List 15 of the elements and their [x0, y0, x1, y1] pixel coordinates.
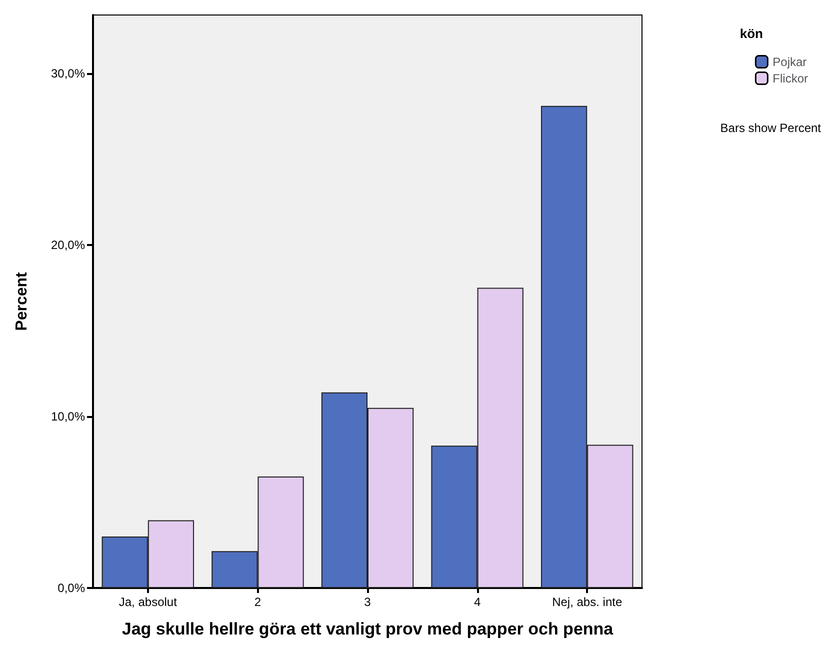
- x-tick-label: 3: [364, 595, 372, 609]
- x-tick-label: Nej, abs. inte: [552, 595, 622, 609]
- y-tick-label: 0,0%: [58, 581, 86, 595]
- text: Bars show Percent: [720, 121, 822, 135]
- y-axis-title: Percent: [14, 271, 30, 331]
- legend-title: kön: [740, 26, 764, 41]
- legend-label: Flickor: [772, 71, 808, 86]
- y-tick-label: 20,0%: [50, 238, 86, 252]
- legend-label: Pojkar: [772, 54, 807, 69]
- y-tick-label: 30,0%: [50, 66, 86, 80]
- x-tick-label: Ja, absolut: [118, 595, 178, 609]
- x-axis-title: Jag skulle hellre göra ett vanligt prov med papper och penna: [122, 620, 614, 638]
- y-tick-label: 10,0%: [50, 409, 86, 424]
- x-tick-label: 4: [474, 595, 481, 609]
- x-tick-label: 2: [254, 595, 262, 609]
